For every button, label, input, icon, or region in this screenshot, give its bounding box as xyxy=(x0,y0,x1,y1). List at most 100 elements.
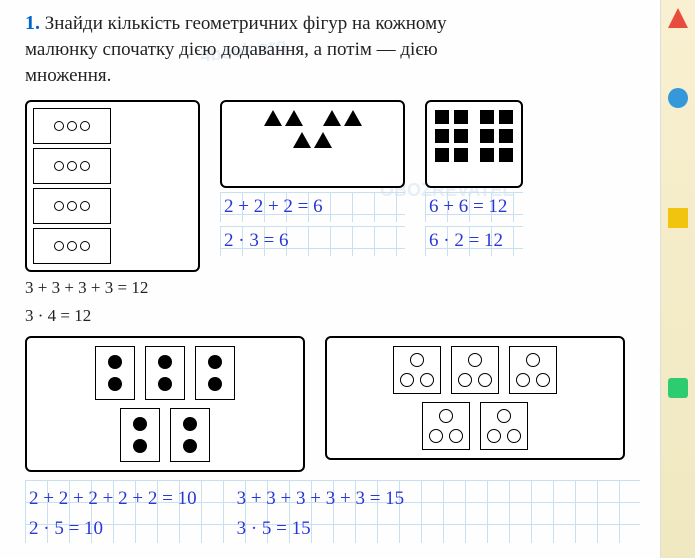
figure-3-frame xyxy=(425,100,523,188)
problem-statement: 1. Знайди кількість геометричних фігур н… xyxy=(25,10,640,88)
dot-icon xyxy=(208,377,222,391)
triangle-row xyxy=(264,110,362,126)
cell xyxy=(33,228,111,264)
problem-number: 1. xyxy=(25,12,40,34)
circle-icon xyxy=(80,161,90,171)
dot-cell xyxy=(145,346,185,400)
circle-icon xyxy=(80,241,90,251)
circle-icon xyxy=(420,373,434,387)
triangle-icon xyxy=(285,110,303,126)
square-icon xyxy=(435,129,449,143)
square-icon xyxy=(480,148,494,162)
circle-icon xyxy=(516,373,530,387)
cell xyxy=(33,148,111,184)
fig4-addition: 2 + 2 + 2 + 2 + 2 = 10 xyxy=(29,486,197,512)
circle-cell xyxy=(422,402,470,450)
triangle-icon xyxy=(314,132,332,148)
circle-icon xyxy=(449,429,463,443)
dot-cell xyxy=(120,408,160,462)
dot-icon xyxy=(208,355,222,369)
dot-icon xyxy=(133,417,147,431)
triangle-group xyxy=(293,132,332,148)
fig4-multiplication: 2 · 5 = 10 xyxy=(29,516,197,542)
page-content: 1. Знайди кількість геометричних фігур н… xyxy=(0,0,660,553)
figure-5 xyxy=(325,336,625,472)
circle-cell xyxy=(451,346,499,394)
circle-icon xyxy=(429,429,443,443)
circle-row xyxy=(335,346,615,394)
square-icon xyxy=(499,110,513,124)
fig2-addition: 2 + 2 + 2 = 6 xyxy=(220,192,405,222)
fig4-answers: 2 + 2 + 2 + 2 + 2 = 10 2 · 5 = 10 xyxy=(29,482,197,541)
dot-icon xyxy=(133,439,147,453)
circle-icon xyxy=(439,409,453,423)
problem-line2: малюнку спочатку дією додавання, а потім… xyxy=(25,39,438,60)
problem-line1: Знайди кількість геометричних фігур на к… xyxy=(45,13,447,34)
fig1-addition: 3 + 3 + 3 + 3 = 12 xyxy=(25,276,200,300)
figure-2-frame xyxy=(220,100,405,188)
triangle-row xyxy=(293,132,332,148)
square-icon xyxy=(435,110,449,124)
circle-cell xyxy=(480,402,528,450)
deco-circle xyxy=(668,88,688,108)
triangle-icon xyxy=(264,110,282,126)
square-column xyxy=(435,110,468,178)
triangle-group xyxy=(323,110,362,126)
square-icon xyxy=(454,148,468,162)
dot-cell xyxy=(195,346,235,400)
fig1-multiplication: 3 · 4 = 12 xyxy=(25,304,200,328)
triangle-group xyxy=(264,110,303,126)
dot-row xyxy=(35,408,295,462)
circle-icon xyxy=(54,241,64,251)
sidebar-decoration xyxy=(660,0,695,558)
figure-2: 2 + 2 + 2 = 6 2 · 3 = 6 xyxy=(220,100,405,328)
answers-row: 2 + 2 + 2 + 2 + 2 = 10 2 · 5 = 10 3 + 3 … xyxy=(25,480,640,543)
circle-cell xyxy=(393,346,441,394)
dot-cell xyxy=(170,408,210,462)
problem-line3: множення. xyxy=(25,65,111,86)
circle-icon xyxy=(458,373,472,387)
square-icon xyxy=(480,129,494,143)
dot-icon xyxy=(183,417,197,431)
fig5-answers: 3 + 3 + 3 + 3 + 3 = 15 3 · 5 = 15 xyxy=(237,482,405,541)
deco-square2 xyxy=(668,378,688,398)
cell xyxy=(33,188,111,224)
triangle-icon xyxy=(344,110,362,126)
circle-icon xyxy=(487,429,501,443)
figure-5-frame xyxy=(325,336,625,460)
fig3-addition: 6 + 6 = 12 xyxy=(425,192,523,222)
circle-icon xyxy=(526,353,540,367)
square-icon xyxy=(454,129,468,143)
deco-triangle xyxy=(668,8,688,28)
square-icon xyxy=(480,110,494,124)
circle-icon xyxy=(80,201,90,211)
circle-icon xyxy=(54,201,64,211)
fig2-multiplication: 2 · 3 = 6 xyxy=(220,226,405,256)
circle-icon xyxy=(67,161,77,171)
dot-icon xyxy=(158,355,172,369)
circle-icon xyxy=(536,373,550,387)
figure-3: 6 + 6 = 12 6 · 2 = 12 xyxy=(425,100,523,328)
circle-icon xyxy=(54,121,64,131)
figure-1: 3 + 3 + 3 + 3 = 12 3 · 4 = 12 xyxy=(25,100,200,328)
square-column xyxy=(480,110,513,178)
fig3-multiplication: 6 · 2 = 12 xyxy=(425,226,523,256)
circle-icon xyxy=(410,353,424,367)
circle-cell xyxy=(509,346,557,394)
dot-cell xyxy=(95,346,135,400)
circle-icon xyxy=(497,409,511,423)
fig5-addition: 3 + 3 + 3 + 3 + 3 = 15 xyxy=(237,486,405,512)
circle-icon xyxy=(54,161,64,171)
square-icon xyxy=(499,148,513,162)
square-icon xyxy=(499,129,513,143)
fig5-multiplication: 3 · 5 = 15 xyxy=(237,516,405,542)
figures-row-1: 3 + 3 + 3 + 3 = 12 3 · 4 = 12 xyxy=(25,100,640,328)
square-icon xyxy=(454,110,468,124)
figure-1-frame xyxy=(25,100,200,272)
triangle-icon xyxy=(323,110,341,126)
circle-icon xyxy=(478,373,492,387)
figure-4-frame xyxy=(25,336,305,472)
circle-icon xyxy=(507,429,521,443)
circle-icon xyxy=(67,241,77,251)
triangle-icon xyxy=(293,132,311,148)
